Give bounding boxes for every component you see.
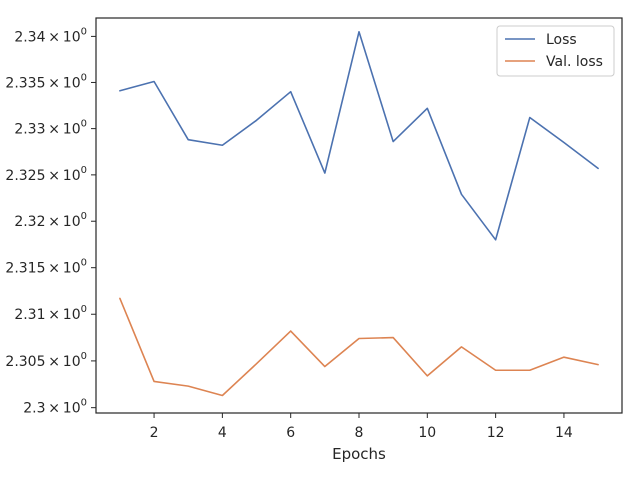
legend-label-loss: Loss <box>546 32 577 48</box>
series-line-loss <box>119 30 599 241</box>
y-tick-label: 2.335 × 100 <box>5 72 87 91</box>
x-tick-label: 6 <box>286 425 295 441</box>
x-tick-label: 14 <box>555 425 573 441</box>
y-tick-label: 2.3 × 100 <box>23 398 87 417</box>
series-line-val-loss <box>119 297 599 397</box>
y-tick-label: 2.31 × 100 <box>14 304 87 323</box>
x-axis-label: Epochs <box>332 445 386 463</box>
y-tick-label: 2.325 × 100 <box>5 165 87 184</box>
y-axis: 2.3 × 100 2.305 × 100 2.31 × 100 2.315 × 10… <box>5 26 96 417</box>
y-tick-label: 2.32 × 100 <box>14 211 87 230</box>
axes-frame <box>95 17 623 414</box>
x-tick-label: 4 <box>218 425 227 441</box>
y-tick-label: 2.315 × 100 <box>5 258 87 277</box>
plot-area <box>119 30 599 397</box>
x-tick-label: 12 <box>487 425 505 441</box>
legend: Loss Val. loss <box>496 25 615 77</box>
x-axis: 2 4 6 8 10 12 14 <box>150 413 573 441</box>
legend-label-val-loss: Val. loss <box>546 54 603 70</box>
y-tick-label: 2.34 × 100 <box>14 26 87 45</box>
y-tick-label: 2.305 × 100 <box>5 351 87 370</box>
x-tick-label: 8 <box>355 425 364 441</box>
y-tick-label: 2.33 × 100 <box>14 119 87 138</box>
x-tick-label: 10 <box>418 425 436 441</box>
x-tick-label: 2 <box>150 425 159 441</box>
